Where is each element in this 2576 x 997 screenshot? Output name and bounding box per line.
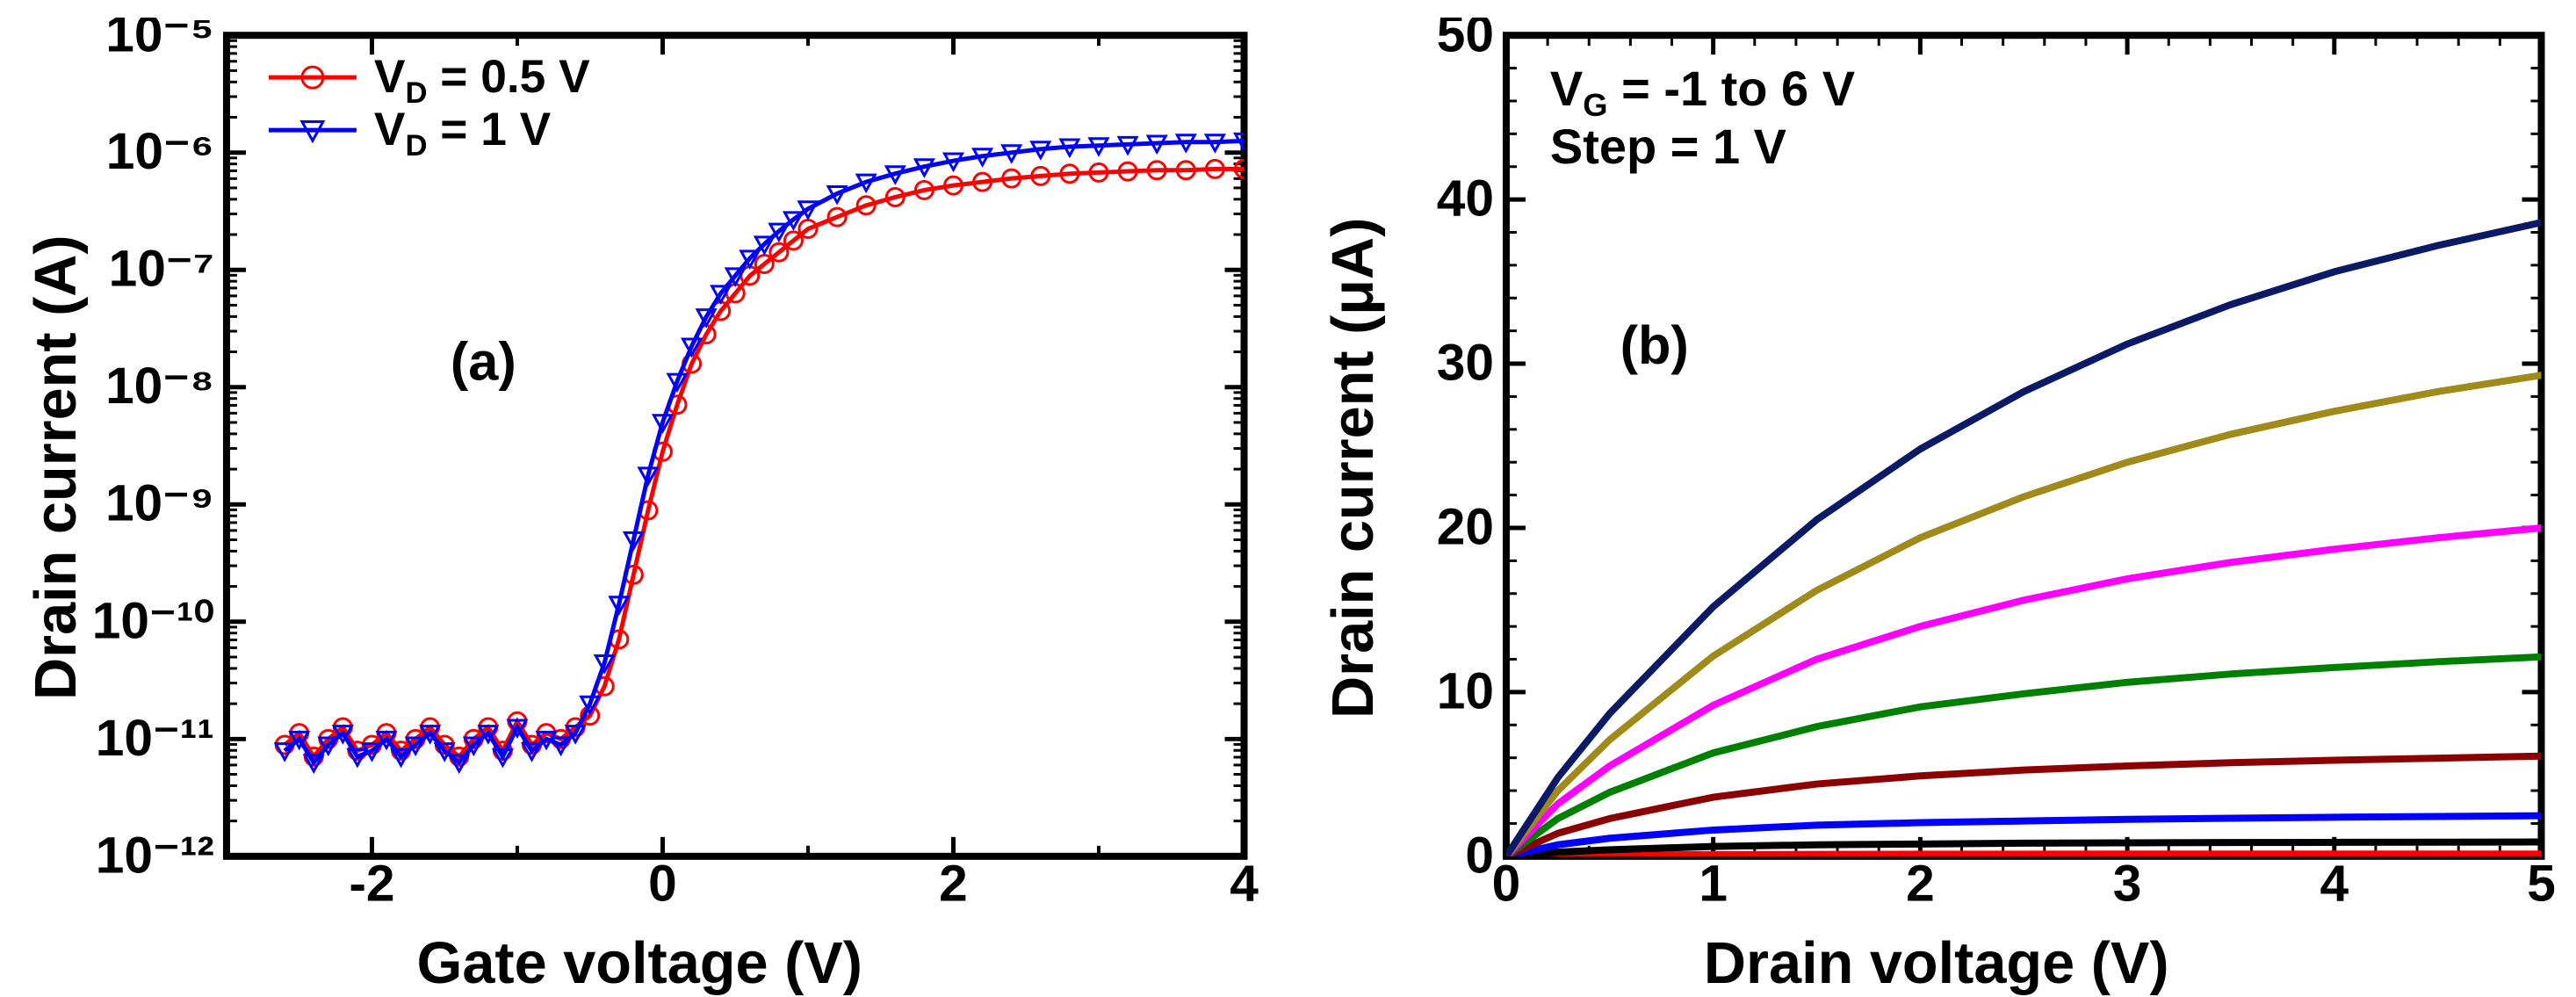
figure-root: Drain current (A) -202410⁻¹²10⁻¹¹10⁻¹⁰10…	[0, 0, 2576, 997]
panel-b-svg: 01234501020304050VG = -1 to 6 VStep = 1 …	[1392, 18, 2559, 918]
svg-text:VD = 0.5 V: VD = 0.5 V	[374, 51, 590, 110]
svg-text:10⁻¹²: 10⁻¹²	[96, 827, 214, 884]
panel-b: Drain current (μA) 01234501020304050VG =…	[1315, 18, 2559, 997]
svg-text:10⁻¹¹: 10⁻¹¹	[96, 710, 214, 767]
panel-a-ylabel: Drain current (A)	[18, 18, 95, 918]
panel-b-plot-wrap: Drain current (μA) 01234501020304050VG =…	[1315, 18, 2559, 918]
panel-b-xlabel: Drain voltage (V)	[1315, 918, 2559, 997]
svg-text:4: 4	[1230, 855, 1259, 912]
svg-text:10⁻⁹: 10⁻⁹	[105, 475, 214, 532]
svg-text:VG = -1 to 6 V: VG = -1 to 6 V	[1549, 61, 1854, 123]
svg-text:10⁻⁷: 10⁻⁷	[109, 241, 214, 298]
panel-a-xlabel: Gate voltage (V)	[18, 918, 1262, 997]
svg-text:0: 0	[1465, 827, 1494, 884]
svg-text:3: 3	[2112, 855, 2141, 912]
svg-text:-2: -2	[349, 855, 394, 912]
svg-text:40: 40	[1436, 170, 1493, 228]
svg-text:2: 2	[939, 855, 968, 912]
svg-text:10⁻¹⁰: 10⁻¹⁰	[95, 592, 214, 649]
svg-text:10⁻⁶: 10⁻⁶	[106, 123, 214, 180]
panel-a-svg: -2 0 2 4 10⁻¹² 10⁻¹¹ 10⁻¹⁰ 10⁻⁹ 10⁻⁸ 10⁻⁷ 10⁻⁶ 10⁻⁵…	[95, 18, 1262, 918]
svg-text:Step = 1 V: Step = 1 V	[1549, 119, 1786, 174]
svg-text:2: 2	[1906, 855, 1935, 912]
svg-text:50: 50	[1436, 18, 1493, 63]
svg-text:0: 0	[1491, 855, 1520, 912]
panel-a: Drain current (A) -2 0 2 4 10⁻¹² 10⁻¹¹ 10⁻¹⁰ 10…	[18, 18, 1262, 997]
svg-text:1: 1	[1699, 855, 1728, 912]
svg-text:10⁻⁸: 10⁻⁸	[105, 358, 214, 415]
svg-text:(a): (a)	[451, 331, 516, 392]
svg-text:30: 30	[1436, 335, 1493, 392]
svg-text:0: 0	[648, 855, 677, 912]
panel-a-plot-wrap: Drain current (A) -2 0 2 4 10⁻¹² 10⁻¹¹ 10⁻¹⁰ 10…	[18, 18, 1262, 918]
svg-text:VD = 1 V: VD = 1 V	[374, 104, 552, 163]
svg-text:5: 5	[2527, 855, 2556, 912]
svg-text:4: 4	[2320, 855, 2349, 912]
panel-b-ylabel: Drain current (μA)	[1315, 18, 1392, 918]
svg-text:(b): (b)	[1620, 314, 1688, 375]
svg-text:10⁻⁵: 10⁻⁵	[105, 18, 214, 63]
svg-text:20: 20	[1436, 498, 1493, 555]
svg-text:10: 10	[1436, 662, 1493, 719]
